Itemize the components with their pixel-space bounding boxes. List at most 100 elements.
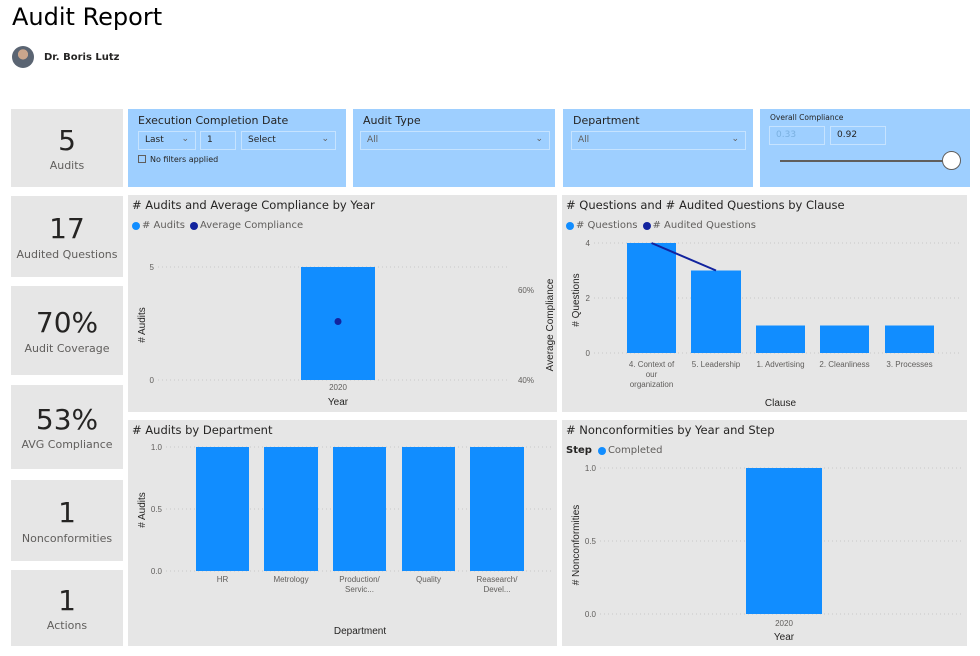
chart-plot: 0 2 4 4. Context of our organization 5. Leader…	[571, 239, 962, 409]
chart-title: # Questions and # Audited Questions by C…	[566, 198, 845, 212]
x-tick-label: 1. Advertising	[756, 360, 804, 369]
slider-track[interactable]	[780, 160, 952, 162]
x-tick-label: Reasearch/Devel...	[477, 575, 519, 594]
y-tick-label: 0.5	[151, 505, 163, 514]
bar[interactable]	[820, 325, 869, 354]
y-tick-label: 0	[586, 349, 591, 358]
y-tick-label: 4	[586, 239, 591, 248]
y2-tick-label: 40%	[518, 376, 534, 385]
calendar-icon	[138, 155, 146, 163]
y-tick-label: 2	[586, 294, 591, 303]
legend-item[interactable]: # Questions	[576, 220, 638, 231]
bar[interactable]	[885, 325, 934, 354]
chart-questions-by-clause: # Questions and # Audited Questions by C…	[562, 195, 967, 412]
kpi-label: AVG Compliance	[21, 438, 113, 452]
audit-type-dropdown[interactable]: All ⌄	[360, 131, 550, 150]
page-title: Audit Report	[12, 3, 163, 31]
bar[interactable]	[756, 325, 805, 354]
legend-dot-icon	[566, 221, 574, 230]
date-unit-dropdown[interactable]: Select ⌄	[241, 131, 336, 150]
kpi-label: Actions	[46, 619, 88, 633]
y-tick-label: 1.0	[151, 443, 163, 452]
slider-handle[interactable]	[942, 151, 961, 170]
kpi-value: 1	[58, 496, 76, 530]
x-tick-label: 2020	[775, 619, 793, 628]
kpi-label: Nonconformities	[21, 531, 113, 545]
bar[interactable]	[402, 447, 455, 571]
legend-dot-icon	[642, 221, 651, 230]
chart-plot: 0 5 2020 Year # Audits 40% 60% Average Complian…	[137, 263, 556, 408]
dropdown-value: Last	[145, 135, 164, 145]
audited-questions-line[interactable]	[651, 242, 717, 272]
y-axis-title: # Audits	[137, 492, 148, 528]
y2-axis-title: Average Compliance	[545, 278, 556, 371]
bar[interactable]	[691, 270, 741, 354]
kpi-audit-coverage: 70% Audit Coverage	[11, 286, 123, 375]
department-slicer: Department All ⌄	[563, 109, 753, 187]
slicer-title: Execution Completion Date	[138, 114, 289, 127]
chevron-down-icon: ⌄	[181, 134, 189, 144]
date-mode-dropdown[interactable]: Last ⌄	[138, 131, 196, 150]
kpi-value: 1	[58, 583, 76, 617]
x-tick-label: Production/Servic...	[339, 575, 380, 594]
kpi-actions: 1 Actions	[11, 570, 123, 646]
date-slicer: Execution Completion Date Last ⌄ 1 Select…	[128, 109, 346, 187]
compliance-max-input[interactable]: 0.92	[830, 126, 886, 145]
avatar	[12, 46, 34, 68]
bar[interactable]	[470, 447, 524, 571]
date-count-input[interactable]: 1	[200, 131, 236, 150]
y-tick-label: 0	[150, 376, 155, 385]
y-tick-label: 0.5	[585, 537, 597, 546]
input-value: 1	[207, 135, 213, 145]
bar[interactable]	[333, 447, 386, 571]
audit-type-slicer: Audit Type All ⌄	[353, 109, 555, 187]
bar[interactable]	[196, 447, 249, 571]
x-tick-label: 4. Context of our organization	[629, 360, 675, 389]
y-axis-title: # Questions	[571, 273, 582, 326]
legend-dot-icon	[597, 446, 606, 455]
x-axis-title: Year	[328, 397, 349, 408]
y-tick-label: 5	[150, 263, 155, 272]
bar[interactable]	[746, 468, 822, 614]
y-tick-label: 1.0	[585, 464, 597, 473]
chart-title: # Audits by Department	[132, 423, 273, 437]
chevron-down-icon: ⌄	[321, 134, 329, 144]
x-tick-label: Metrology	[273, 575, 308, 584]
filter-status-text: No filters applied	[150, 155, 219, 164]
kpi-label: Audited Questions	[16, 247, 118, 261]
input-value: 0.92	[837, 130, 858, 140]
filter-status: No filters applied	[138, 155, 218, 164]
legend-dot-icon	[132, 221, 140, 230]
legend-item[interactable]: Completed	[607, 445, 663, 456]
compliance-slicer: Overall Compliance 0.33 0.92	[760, 109, 970, 187]
dropdown-value: All	[367, 135, 379, 145]
y-axis-title: # Nonconformities	[571, 505, 582, 586]
bar[interactable]	[264, 447, 318, 571]
y-axis-title: # Audits	[137, 307, 148, 343]
slicer-title: Department	[573, 114, 640, 127]
chart-legend: # Audits Average Compliance	[132, 220, 303, 231]
legend-item[interactable]: Average Compliance	[200, 220, 304, 231]
x-axis-title: Department	[334, 626, 386, 637]
kpi-label: Audits	[49, 159, 85, 173]
compliance-min-input[interactable]: 0.33	[769, 126, 825, 145]
x-axis-title: Clause	[765, 398, 797, 409]
slicer-title: Audit Type	[363, 114, 421, 127]
chart-plot: 0.0 0.5 1.0 2020 Year # Nonconformities	[571, 464, 962, 643]
bar[interactable]	[627, 243, 676, 353]
kpi-value: 17	[49, 212, 85, 246]
x-tick-label: 2. Cleanliness	[819, 360, 869, 369]
chart-nonconformities-by-year: # Nonconformities by Year and Step Step C…	[562, 420, 967, 646]
chart-legend: # Questions # Audited Questions	[566, 220, 756, 231]
kpi-value: 5	[58, 123, 76, 157]
x-tick-label: 5. Leadership	[692, 360, 741, 369]
x-tick-label: 2020	[329, 383, 347, 392]
x-axis-title: Year	[774, 632, 795, 643]
compliance-marker[interactable]	[334, 318, 342, 325]
chevron-down-icon: ⌄	[731, 134, 739, 144]
department-dropdown[interactable]: All ⌄	[571, 131, 746, 150]
kpi-value: 70%	[35, 306, 99, 340]
legend-item[interactable]: # Audited Questions	[652, 220, 756, 231]
legend-item[interactable]: # Audits	[142, 220, 185, 231]
kpi-audited-questions: 17 Audited Questions	[11, 196, 123, 277]
